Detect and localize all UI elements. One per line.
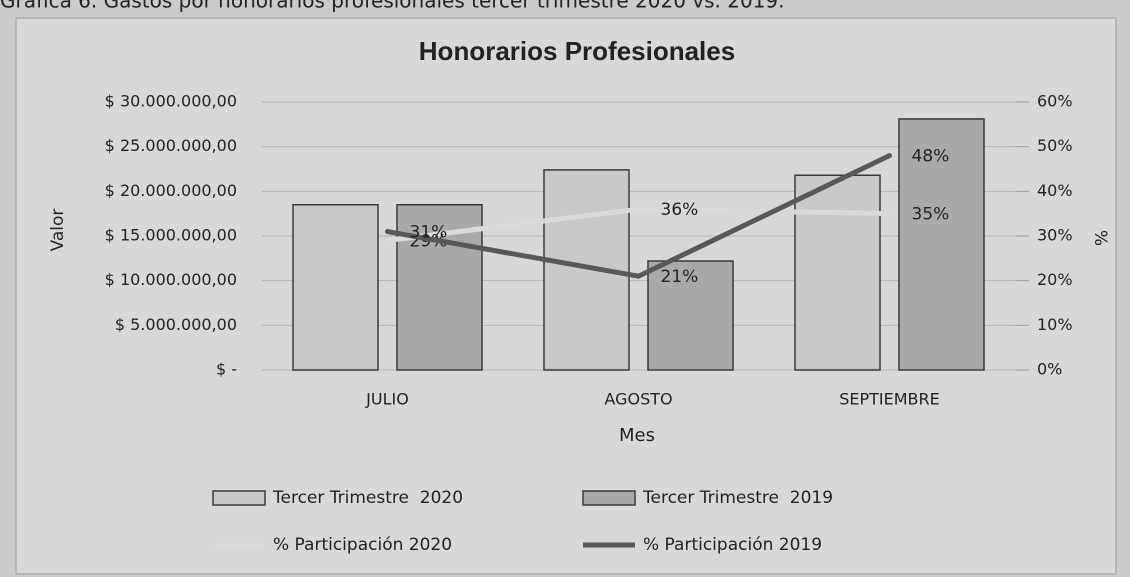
y-tick-label: $ 5.000.000,00 — [115, 315, 237, 334]
data-label: 35% — [912, 205, 950, 225]
y-tick-label: $ 25.000.000,00 — [105, 136, 237, 155]
y-tick-label: $ 20.000.000,00 — [105, 181, 237, 200]
legend-swatch — [212, 490, 266, 506]
y2-tick-label: 40% — [1037, 181, 1073, 200]
y2-tick-label: 10% — [1037, 315, 1073, 334]
y-tick-label: $ 10.000.000,00 — [105, 270, 237, 289]
y2-tick-label: 20% — [1037, 270, 1073, 289]
x-tick-label: AGOSTO — [604, 390, 672, 409]
legend-label: % Participación 2019 — [643, 535, 822, 555]
legend-swatch — [582, 490, 636, 506]
bar — [898, 118, 985, 371]
x-tick-label: SEPTIEMBRE — [839, 390, 940, 409]
y2-tick-label: 50% — [1037, 136, 1073, 155]
data-label: 21% — [661, 267, 699, 287]
data-label: 36% — [661, 200, 699, 220]
y-axis-label: Valor — [48, 209, 68, 252]
bar — [794, 174, 881, 371]
x-axis-label: Mes — [619, 425, 655, 446]
y2-tick-label: 60% — [1037, 92, 1073, 111]
bar — [292, 203, 379, 371]
data-label: 48% — [912, 147, 950, 167]
line-series — [385, 153, 892, 279]
y2-tick-label: 0% — [1037, 360, 1062, 379]
legend-label: % Participación 2020 — [273, 535, 452, 555]
chart-title: Honorarios Profesionales — [419, 36, 735, 66]
legend-label: Tercer Trimestre 2020 — [272, 488, 463, 508]
y2-axis-label: % — [1090, 230, 1110, 246]
line-series — [385, 206, 892, 243]
bar — [647, 260, 734, 371]
x-tick-label: JULIO — [365, 390, 409, 409]
y-tick-label: $ 30.000.000,00 — [105, 92, 237, 111]
caption: Gráfica 6. Gastos por honorarios profesi… — [0, 0, 785, 13]
y-tick-label: $ - — [216, 360, 237, 379]
y2-tick-label: 30% — [1037, 226, 1073, 245]
y-tick-label: $ 15.000.000,00 — [105, 226, 237, 245]
legend-label: Tercer Trimestre 2019 — [642, 488, 833, 508]
data-label: 31% — [410, 223, 448, 243]
